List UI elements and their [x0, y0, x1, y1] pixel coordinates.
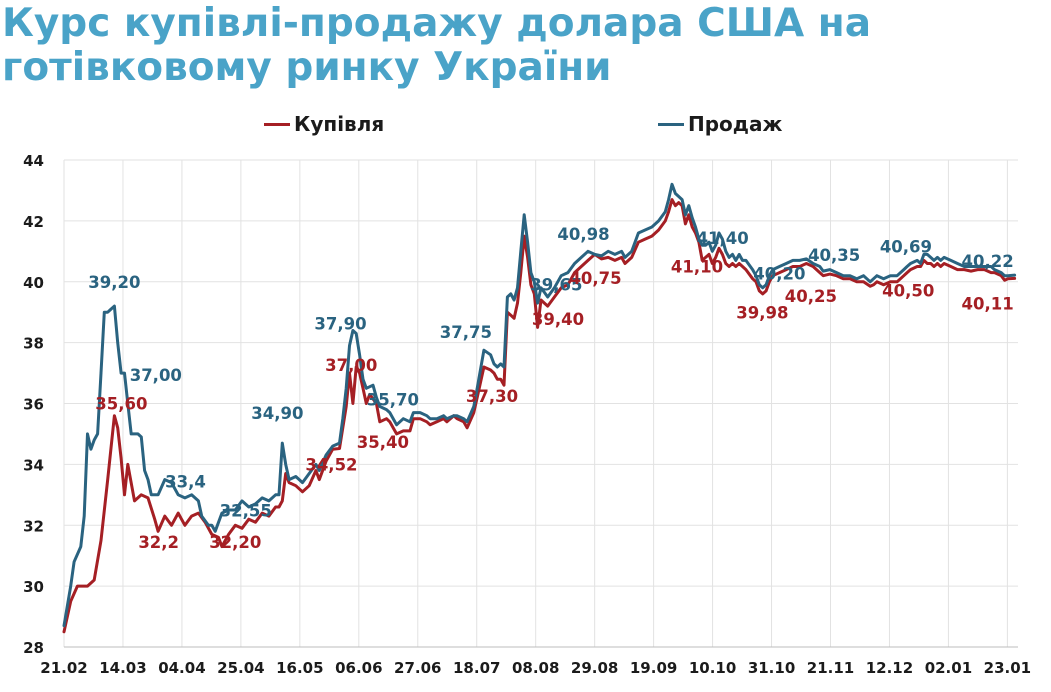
data-label-buy: 40,25 — [785, 287, 837, 306]
x-tick-label: 02.01 — [925, 659, 972, 677]
x-tick-label: 29.08 — [571, 659, 618, 677]
data-label-sell: 34,90 — [251, 404, 303, 423]
x-tick-label: 12.12 — [866, 659, 913, 677]
data-label-buy: 40,50 — [882, 282, 934, 301]
y-tick-label: 44 — [23, 152, 44, 170]
series-line-sell — [62, 182, 1017, 628]
x-tick-label: 14.03 — [99, 659, 146, 677]
y-tick-label: 32 — [23, 517, 44, 535]
legend-item-buy: Купівля — [264, 112, 384, 136]
data-label-sell: 40,35 — [808, 246, 860, 265]
data-label-buy: 40,11 — [962, 294, 1014, 313]
x-tick-label: 21.02 — [40, 659, 87, 677]
data-label-sell: 39,65 — [530, 275, 582, 294]
data-label-sell: 32,55 — [220, 502, 272, 521]
y-tick-label: 34 — [23, 456, 44, 474]
y-tick-label: 38 — [23, 335, 44, 353]
data-label-buy: 39,98 — [736, 303, 788, 322]
x-tick-label: 08.08 — [512, 659, 559, 677]
data-label-buy: 39,40 — [532, 310, 584, 329]
y-tick-label: 40 — [23, 274, 44, 292]
y-tick-label: 42 — [23, 213, 44, 231]
data-label-sell: 39,20 — [88, 273, 140, 292]
y-tick-label: 30 — [23, 578, 44, 596]
x-tick-label: 25.04 — [217, 659, 264, 677]
chart-legend: Купівля Продаж — [0, 112, 1051, 142]
chart-title: Курс купівлі-продажу долара США на готів… — [2, 1, 872, 90]
x-tick-label: 19.09 — [630, 659, 677, 677]
data-label-sell: 37,00 — [130, 366, 182, 385]
data-label-buy: 40,75 — [569, 269, 621, 288]
x-tick-label: 04.04 — [158, 659, 205, 677]
x-tick-label: 23.01 — [984, 659, 1031, 677]
x-tick-label: 27.06 — [394, 659, 441, 677]
legend-item-sell: Продаж — [658, 112, 782, 136]
legend-label-buy: Купівля — [294, 112, 385, 136]
x-tick-label: 18.07 — [453, 659, 500, 677]
y-tick-label: 28 — [23, 639, 44, 657]
data-label-buy: 41,10 — [671, 257, 723, 276]
x-tick-label: 10.10 — [689, 659, 736, 677]
data-label-sell: 40,22 — [962, 252, 1014, 271]
x-tick-label: 06.06 — [335, 659, 382, 677]
data-label-buy: 34,52 — [305, 456, 357, 475]
data-label-sell: 33,4 — [165, 473, 206, 492]
data-label-sell: 41,40 — [697, 229, 749, 248]
data-label-sell: 37,90 — [314, 315, 366, 334]
data-label-sell: 35,70 — [367, 391, 419, 410]
data-label-sell: 40,20 — [753, 265, 805, 284]
data-label-sell: 37,75 — [440, 323, 492, 342]
data-label-buy: 35,60 — [95, 395, 147, 414]
data-label-sell: 40,98 — [557, 225, 609, 244]
data-label-sell: 40,69 — [880, 238, 932, 257]
y-tick-label: 36 — [23, 396, 44, 414]
legend-swatch-buy — [264, 122, 290, 126]
data-label-buy: 37,00 — [325, 356, 377, 375]
x-tick-label: 21.11 — [807, 659, 854, 677]
series-line-buy — [62, 198, 1017, 634]
data-label-buy: 32,20 — [209, 533, 261, 552]
x-tick-label: 16.05 — [276, 659, 323, 677]
legend-label-sell: Продаж — [688, 112, 783, 136]
data-label-buy: 32,2 — [138, 533, 179, 552]
data-label-buy: 35,40 — [357, 433, 409, 452]
legend-swatch-sell — [658, 122, 684, 126]
data-label-buy: 37,30 — [466, 387, 518, 406]
x-tick-label: 31.10 — [748, 659, 795, 677]
